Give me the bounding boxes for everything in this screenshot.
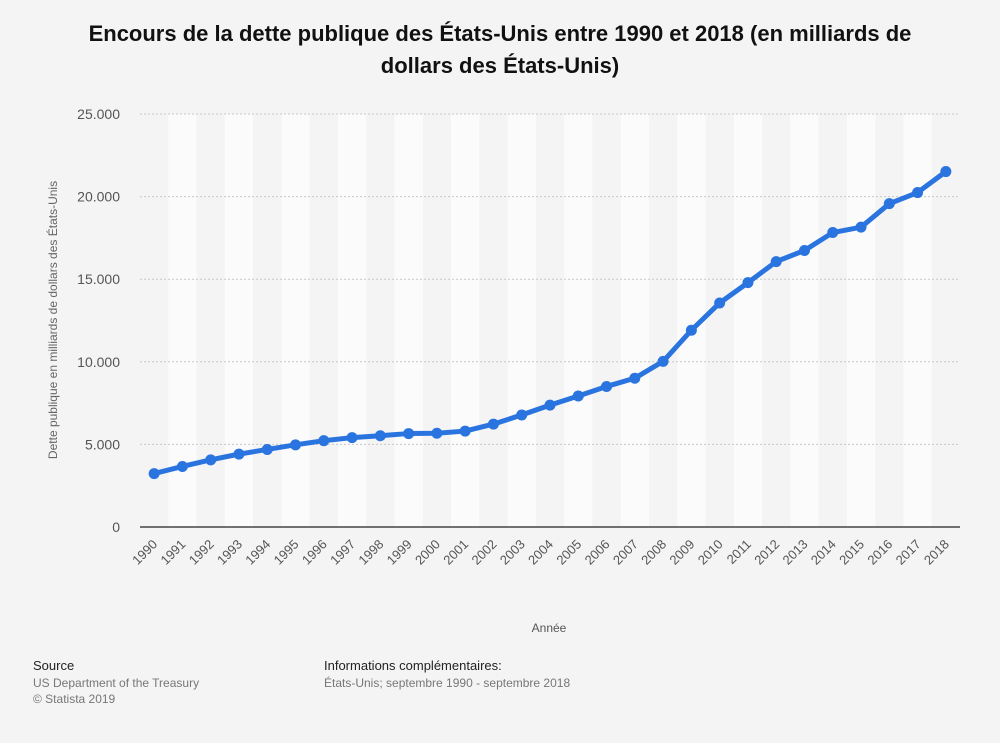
x-tick-label: 1994 [242,537,273,568]
data-point[interactable] [403,428,415,440]
y-tick-label: 0 [112,519,120,535]
data-point[interactable] [205,454,217,466]
column-band [224,114,254,527]
y-tick-label: 20.000 [77,189,120,205]
x-tick-label: 1998 [355,537,386,568]
x-tick-label: 1990 [129,537,160,568]
data-point[interactable] [516,409,528,421]
column-band [733,114,763,527]
x-tick-label: 2002 [469,537,500,568]
column-band [846,114,876,527]
x-tick-label: 2000 [412,537,443,568]
y-tick-label: 5.000 [85,436,120,452]
data-point[interactable] [940,166,952,178]
x-tick-label: 1993 [214,537,245,568]
x-tick-label: 1997 [327,537,358,568]
y-tick-label: 25.000 [77,106,120,122]
y-axis-label: Dette publique en milliards de dollars d… [45,181,60,459]
data-point[interactable] [487,418,499,430]
data-point[interactable] [544,399,556,411]
data-point[interactable] [657,355,669,367]
data-point[interactable] [176,460,188,472]
x-tick-label: 1996 [299,537,330,568]
y-tick-label: 10.000 [77,354,120,370]
x-tick-label: 2012 [751,537,782,568]
x-tick-label: 2008 [638,537,669,568]
x-tick-label: 1992 [186,537,217,568]
column-band [507,114,536,527]
data-point[interactable] [290,439,302,451]
data-point[interactable] [855,221,867,233]
x-tick-label: 2016 [864,537,895,568]
x-tick-label: 2014 [808,537,839,568]
x-axis-label: Année [532,621,567,635]
x-tick-label: 2004 [525,537,556,568]
data-points [148,166,952,480]
data-point[interactable] [883,198,895,210]
x-tick-label: 2018 [921,537,952,568]
series-line [151,169,949,477]
x-tick-label: 1999 [384,537,415,568]
source-text: US Department of the Treasury [33,676,200,690]
column-band [790,114,819,527]
data-point[interactable] [827,227,839,239]
column-band [168,114,197,527]
data-point[interactable] [912,187,924,199]
x-axis-ticks: 1990199119921993199419951996199719981999… [129,537,952,568]
column-bands [168,114,932,527]
data-point[interactable] [374,430,386,442]
data-point[interactable] [431,427,443,439]
source-heading: Source [33,658,75,673]
data-point[interactable] [459,425,471,437]
column-band [337,114,367,527]
x-tick-label: 2007 [610,537,641,568]
x-tick-label: 2006 [582,537,613,568]
x-tick-label: 2001 [440,537,471,568]
column-band [564,114,593,527]
data-point[interactable] [601,380,613,392]
data-point[interactable] [685,324,697,336]
chart-title: Encours de la dette publique des États-U… [88,21,912,78]
column-band [394,114,423,527]
info-text: États-Unis; septembre 1990 - septembre 2… [324,676,571,690]
x-tick-label: 2005 [553,537,584,568]
data-point[interactable] [318,435,330,447]
x-tick-label: 1995 [271,537,302,568]
x-tick-label: 1991 [157,537,188,568]
x-tick-label: 2011 [724,537,754,567]
data-point[interactable] [261,443,273,455]
column-band [620,114,649,527]
data-point[interactable] [346,432,358,444]
column-band [903,114,932,527]
gridlines [140,113,960,445]
x-tick-label: 2013 [780,537,811,568]
data-point[interactable] [742,277,754,289]
data-point[interactable] [770,256,782,268]
x-tick-label: 2010 [695,537,726,568]
y-tick-label: 15.000 [77,271,120,287]
data-point[interactable] [572,390,584,402]
column-band [451,114,480,527]
data-point[interactable] [798,244,810,256]
data-point[interactable] [233,448,245,460]
info-heading: Informations complémentaires: [324,658,502,673]
x-tick-label: 2009 [666,537,697,568]
data-point[interactable] [148,468,160,480]
x-tick-label: 2017 [893,537,924,568]
copyright-text: © Statista 2019 [33,692,116,706]
data-point[interactable] [629,372,641,384]
y-axis-ticks: 0 5.000 10.000 15.000 20.000 25.000 [77,106,120,535]
x-tick-label: 2003 [497,537,528,568]
data-point[interactable] [714,297,726,309]
x-tick-label: 2015 [836,537,867,568]
column-band [281,114,310,527]
